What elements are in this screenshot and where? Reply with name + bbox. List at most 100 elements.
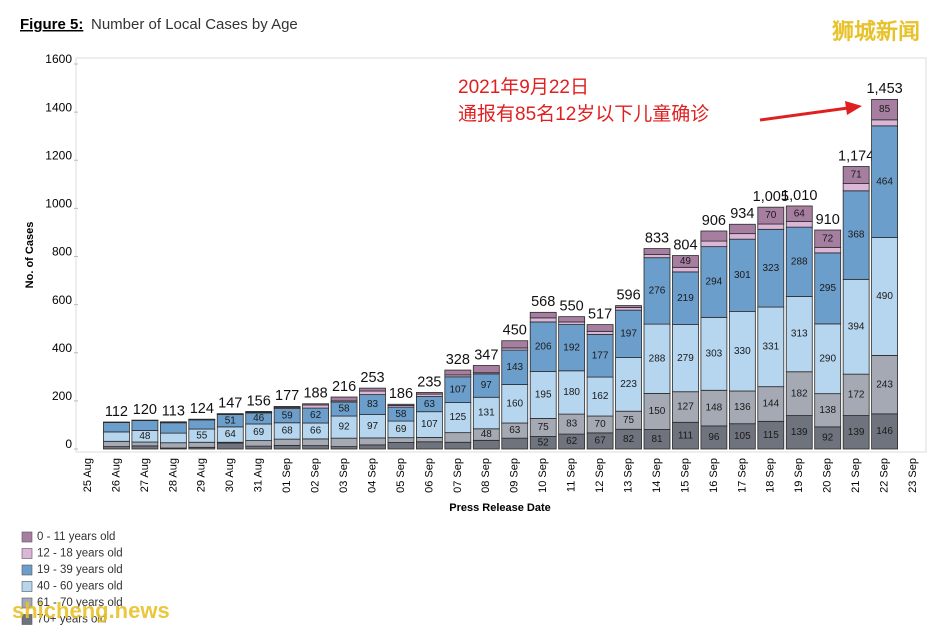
bar-segment (814, 229, 842, 248)
annotation: 2021年9月22日 (458, 76, 589, 98)
y-tick-label: 600 (52, 293, 72, 307)
bar-segment (387, 403, 415, 406)
bar-segment (529, 371, 557, 419)
bar-segment (387, 437, 415, 443)
bar-segment (302, 403, 330, 406)
total-label: 216 (332, 379, 356, 395)
bar-segment (330, 396, 358, 402)
segment-label: 464 (876, 176, 893, 187)
x-axis-label: Press Release Date (449, 502, 551, 514)
bar-segment (785, 205, 813, 222)
bar-segment (785, 226, 813, 297)
bar-segment (757, 228, 785, 308)
segment-label: 58 (395, 409, 407, 420)
total-label: 1,453 (866, 81, 902, 97)
bar-segment (700, 316, 728, 391)
bar-segment (672, 271, 699, 325)
segment-label: 82 (623, 434, 635, 445)
segment-label: 160 (506, 398, 523, 409)
bar-segment (245, 440, 273, 447)
bar-segment (131, 441, 159, 447)
bar-segment (871, 98, 898, 121)
x-tick-label: 01 Sep (281, 458, 293, 493)
legend-label: 12 - 18 years old (37, 548, 123, 560)
segment-label: 394 (848, 321, 865, 332)
bar-segment (131, 445, 159, 450)
legend-label: 70+ years old (37, 614, 106, 626)
bar-segment (330, 437, 358, 447)
segment-label: 46 (253, 413, 265, 424)
bar-segment (444, 441, 472, 450)
bar-segment (871, 125, 898, 238)
segment-label: 368 (848, 230, 865, 241)
bar-segment (842, 183, 870, 192)
bar-segment (728, 238, 756, 313)
y-tick-label: 800 (52, 245, 72, 259)
bar-segment (359, 390, 386, 396)
bar-segment (586, 324, 614, 332)
total-label: 568 (531, 294, 555, 310)
segment-label: 105 (734, 431, 751, 442)
segment-label: 172 (848, 390, 865, 401)
x-tick-label: 12 Sep (594, 458, 606, 493)
segment-label: 92 (822, 433, 834, 444)
legend-swatch (21, 597, 33, 609)
x-tick-label: 23 Sep (907, 458, 919, 493)
x-tick-label: 22 Sep (879, 458, 891, 493)
total-label: 124 (190, 401, 214, 417)
segment-label: 331 (762, 341, 779, 352)
legend-swatch (21, 531, 33, 543)
annotation: 通报有85名12岁以下儿童确诊 (458, 103, 709, 125)
total-label: 188 (303, 386, 327, 402)
bar-segment (273, 406, 301, 408)
segment-label: 330 (734, 346, 751, 357)
x-tick-label: 02 Sep (310, 458, 322, 493)
segment-label: 97 (481, 380, 493, 391)
total-label: 517 (588, 306, 612, 322)
chart-title: Number of Local Cases by Age (91, 16, 298, 33)
y-tick-label: 1200 (45, 148, 72, 162)
bar-segment (643, 257, 671, 325)
bar-segment (643, 393, 671, 430)
total-label: 906 (702, 213, 726, 229)
segment-label: 490 (876, 291, 893, 302)
segment-label: 192 (563, 342, 580, 353)
segment-label: 197 (620, 329, 637, 340)
segment-label: 150 (649, 406, 666, 417)
x-tick-label: 15 Sep (679, 458, 691, 493)
segment-label: 68 (282, 426, 294, 437)
segment-label: 75 (623, 415, 635, 426)
bar-segment (359, 444, 386, 450)
x-tick-label: 17 Sep (736, 458, 748, 493)
x-tick-label: 20 Sep (822, 458, 834, 493)
legend-swatch (21, 564, 33, 576)
bar-segment (472, 439, 500, 450)
arrow-head (845, 101, 862, 115)
total-label: 156 (247, 393, 271, 409)
segment-label: 144 (762, 399, 779, 410)
segment-label: 279 (677, 353, 694, 364)
total-label: 328 (446, 352, 470, 368)
bar-segment (501, 349, 529, 385)
x-tick-label: 31 Aug (253, 458, 265, 492)
segment-label: 115 (763, 430, 779, 441)
segment-label: 182 (791, 388, 808, 399)
total-label: 934 (730, 206, 754, 222)
total-label: 235 (417, 374, 441, 390)
bar-segment (415, 392, 443, 395)
segment-label: 195 (535, 390, 552, 401)
bar-segment (558, 316, 586, 323)
segment-label: 288 (791, 256, 808, 267)
segment-label: 64 (225, 429, 237, 440)
segment-label: 69 (253, 427, 265, 438)
legend-label: 61 - 70 years old (37, 597, 123, 609)
y-tick-label: 1000 (45, 197, 72, 211)
segment-label: 219 (677, 293, 694, 304)
y-tick-label: 1600 (45, 52, 72, 66)
bar-segment (415, 437, 443, 443)
bar-segment (529, 311, 557, 319)
segment-label: 97 (367, 421, 379, 432)
bar-segment (700, 240, 728, 248)
x-tick-label: 08 Sep (480, 458, 492, 493)
